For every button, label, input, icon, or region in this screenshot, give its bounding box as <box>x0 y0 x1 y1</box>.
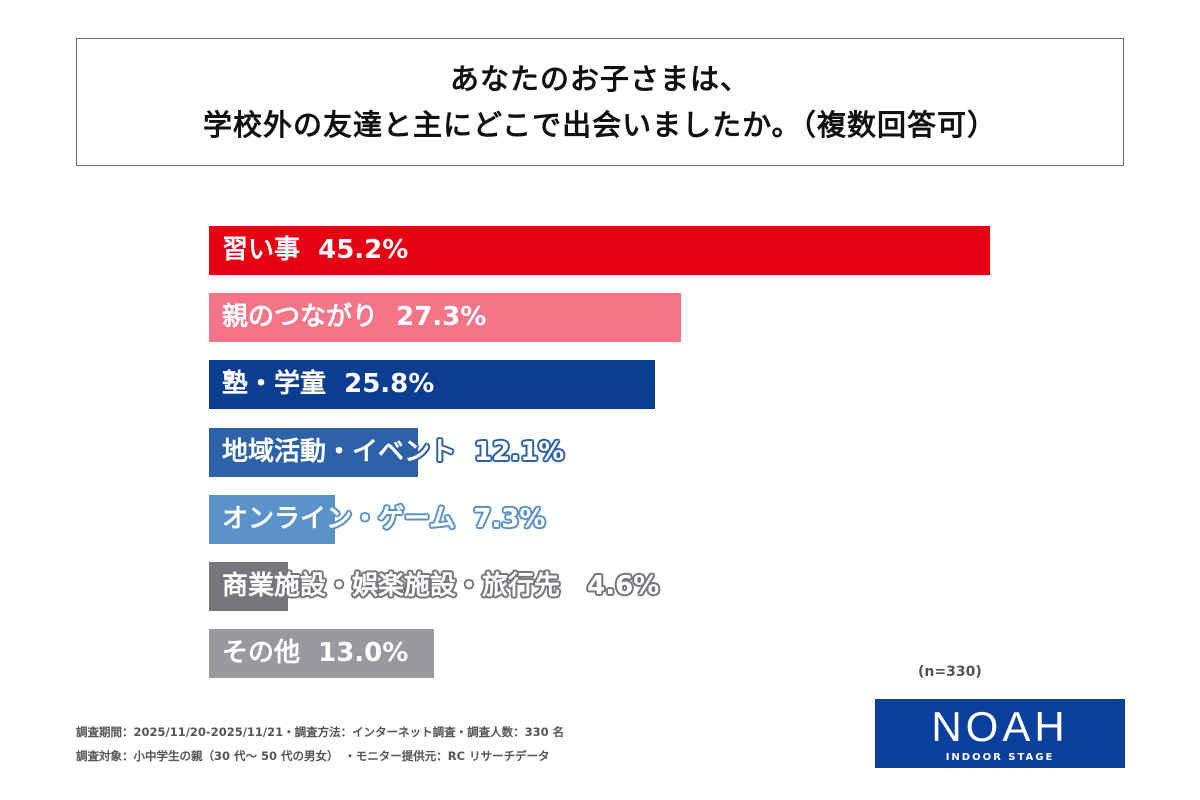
title-line-2: 学校外の友達と主にどこで出会いましたか。（複数回答可） <box>202 108 998 142</box>
bar-label-2: 塾・学童 25.8% <box>222 369 435 400</box>
footer-survey-target: 調査対象：小中学生の親（30 代～ 50 代の男女） ・モニター提供元：RC リ… <box>76 749 550 763</box>
bar-2 <box>209 360 655 410</box>
bar-0 <box>209 226 990 275</box>
bar-label-3: 地域活動・イベント 12.1% <box>222 436 565 467</box>
sample-size: (n=330) <box>918 664 982 680</box>
bar-label-4: オンライン・ゲーム 7.3% <box>222 503 546 534</box>
bar-label-5: 商業施設・娯楽施設・旅行先 4.6% <box>222 571 660 601</box>
title-box: あなたのお子さまは、 学校外の友達と主にどこで出会いましたか。（複数回答可） <box>76 38 1124 166</box>
bar-6 <box>209 629 434 679</box>
logo-sub-text: INDOOR STAGE <box>945 752 1055 763</box>
title-line-1: あなたのお子さまは、 <box>449 62 750 96</box>
noah-logo: NOAH INDOOR STAGE <box>875 699 1125 768</box>
bar-label-1: 親のつながり 27.3% <box>222 302 487 333</box>
logo-main-text: NOAH <box>931 703 1069 750</box>
bar-1 <box>209 293 681 343</box>
bar-4 <box>209 494 336 544</box>
bar-label-0: 習い事 45.2% <box>222 235 409 265</box>
footer-survey-period: 調査期間：2025/11/20-2025/11/21・調査方法：インターネット調… <box>76 725 565 739</box>
bar-3 <box>209 427 419 477</box>
bar-5 <box>209 562 289 611</box>
bar-label-6: その他 13.0% <box>222 638 409 669</box>
